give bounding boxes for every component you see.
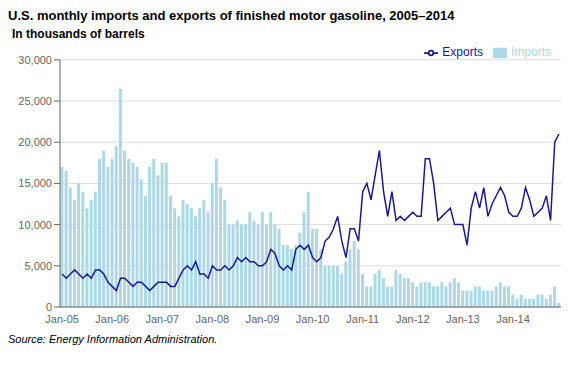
html-text:U.S. monthly imports and expor: U.S. monthly imports and exports of fini… (8, 8, 455, 23)
svg-text:Jan-09: Jan-09 (246, 313, 280, 325)
html-text:Exports: Exports (442, 45, 483, 59)
svg-text:Jan-14: Jan-14 (496, 313, 530, 325)
html-text:In thousands of barrels: In thousands of barrels (12, 27, 145, 41)
svg-text:Jan-13: Jan-13 (446, 313, 480, 325)
html-text:Source: Energy Information Adm: Source: Energy Information Administratio… (8, 333, 218, 345)
svg-text:Jan-08: Jan-08 (196, 313, 230, 325)
svg-text:20,000: 20,000 (18, 136, 52, 148)
svg-text:5,000: 5,000 (24, 260, 52, 272)
svg-text:0: 0 (46, 301, 52, 313)
svg-text:Jan-10: Jan-10 (296, 313, 330, 325)
svg-text:15,000: 15,000 (18, 177, 52, 189)
html-text:Imports: Imports (511, 45, 551, 59)
svg-text:Jan-07: Jan-07 (145, 313, 179, 325)
svg-text:10,000: 10,000 (18, 219, 52, 231)
svg-text:30,000: 30,000 (18, 54, 52, 66)
svg-text:Jan-05: Jan-05 (45, 313, 79, 325)
svg-text:Jan-12: Jan-12 (396, 313, 430, 325)
svg-text:25,000: 25,000 (18, 95, 52, 107)
svg-text:Jan-11: Jan-11 (346, 313, 379, 325)
svg-text:Jan-06: Jan-06 (95, 313, 129, 325)
